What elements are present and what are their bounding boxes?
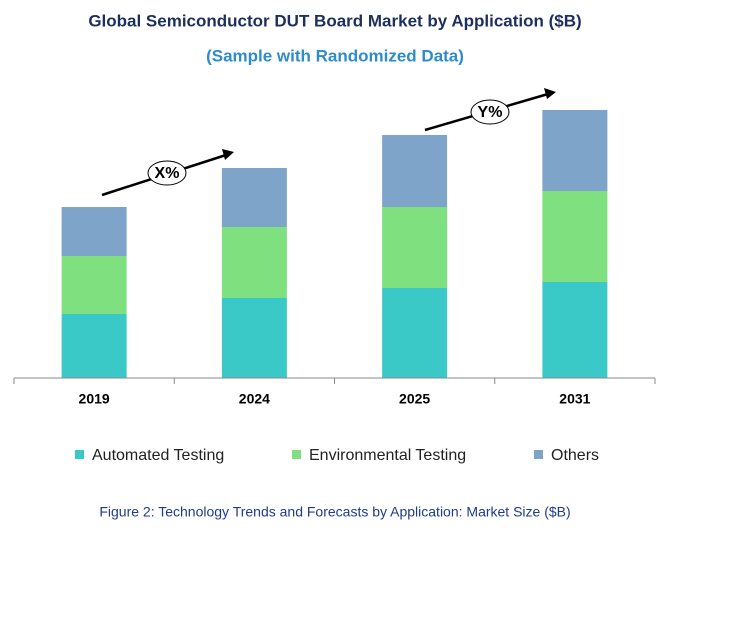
x-tick-label: 2024 bbox=[239, 391, 270, 407]
bar-segment bbox=[542, 282, 608, 378]
legend-label: Environmental Testing bbox=[309, 447, 466, 464]
bar-segment bbox=[542, 110, 608, 191]
x-tick-label: 2031 bbox=[559, 391, 590, 407]
chart-title: Global Semiconductor DUT Board Market by… bbox=[88, 11, 581, 30]
legend-swatch bbox=[292, 450, 301, 459]
x-tick-label: 2025 bbox=[399, 391, 430, 407]
x-tick-label: 2019 bbox=[79, 391, 110, 407]
legend-swatch bbox=[534, 450, 543, 459]
legend-label: Automated Testing bbox=[92, 447, 224, 464]
bar-segment bbox=[221, 168, 287, 227]
bar-segment bbox=[221, 298, 287, 378]
bar-segment bbox=[382, 288, 448, 378]
growth-arrow: Y% bbox=[424, 88, 556, 132]
legend-label: Others bbox=[551, 447, 599, 464]
chart-subtitle: (Sample with Randomized Data) bbox=[206, 46, 464, 65]
bar-segment bbox=[382, 207, 448, 288]
bar-segment bbox=[221, 227, 287, 298]
legend-swatch bbox=[75, 450, 84, 459]
annotation: Y% bbox=[478, 104, 503, 121]
bar-segment bbox=[61, 207, 127, 256]
bar-segment bbox=[542, 191, 608, 282]
annotation: X% bbox=[155, 165, 180, 182]
caption: Figure 2: Technology Trends and Forecast… bbox=[99, 504, 570, 520]
bar-segment bbox=[61, 256, 127, 314]
bar-segment bbox=[382, 135, 448, 207]
growth-arrow: X% bbox=[101, 149, 234, 197]
bar-segment bbox=[61, 314, 127, 378]
